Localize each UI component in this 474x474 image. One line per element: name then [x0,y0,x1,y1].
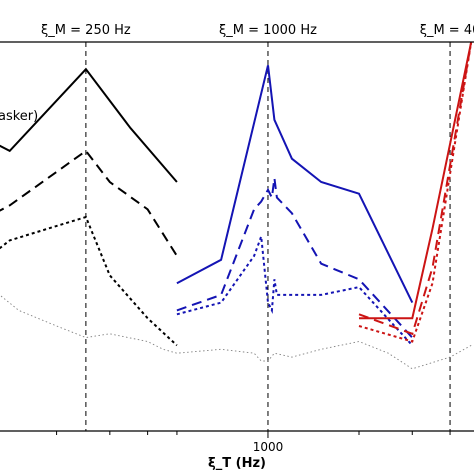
series-line-1 [0,149,178,257]
series-line-0 [0,67,178,183]
series-line-9 [358,41,473,343]
x-ticks: 1000 [56,431,451,454]
series-line-6 [176,236,414,347]
series-line-7 [359,41,473,320]
x-axis-label: ξ_T (Hz) [208,456,266,471]
annotation-text: asker) [0,109,38,124]
masker-label-2: ξ_M = 40 [420,23,474,38]
series-line-4 [176,65,414,304]
tick-label-0: 1000 [253,440,284,454]
series-line-3 [0,294,472,370]
series-line-8 [358,41,473,336]
masker-markers: ξ_M = 250 Hz ξ_M = 1000 Hz ξ_M = 40 [41,23,474,431]
series-line-5 [176,177,414,339]
series-group [0,41,473,370]
masker-label-0: ξ_M = 250 Hz [41,23,131,38]
masker-label-1: ξ_M = 1000 Hz [219,23,317,38]
